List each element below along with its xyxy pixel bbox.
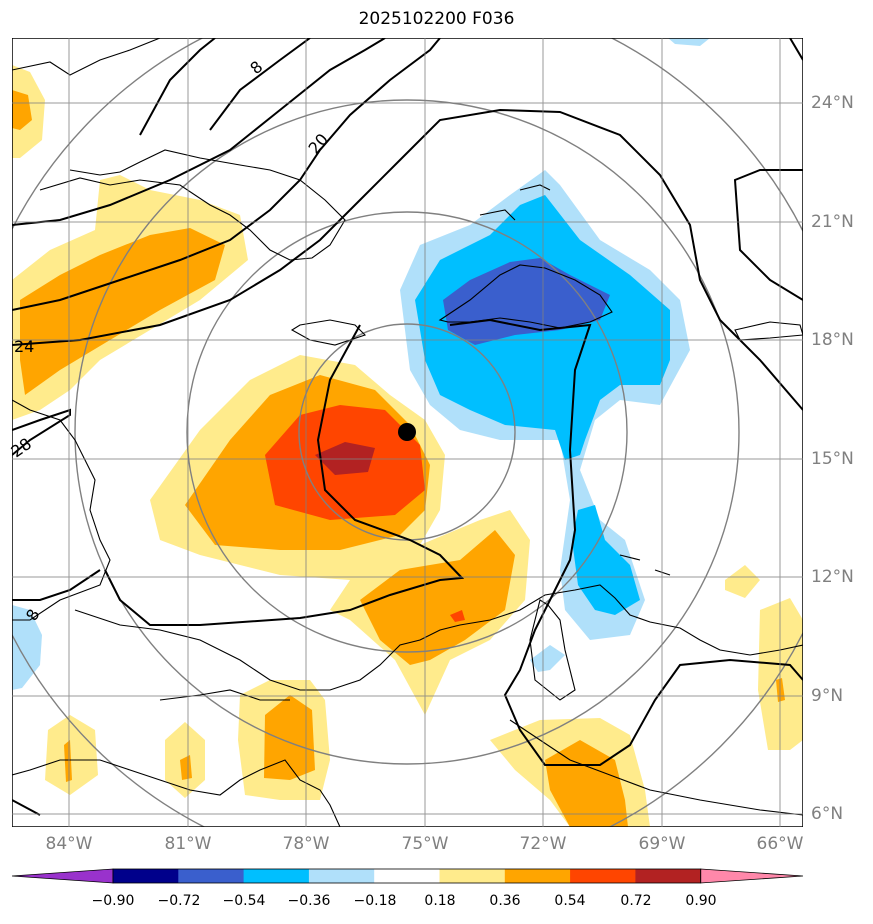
colorbar-tick-label: 0.18 xyxy=(424,893,456,909)
lat-label: 15°N xyxy=(811,449,854,469)
colorbar-segment xyxy=(570,869,636,883)
lat-label: 24°N xyxy=(811,93,854,113)
contour-label: 24 xyxy=(14,337,34,356)
lat-label: 6°N xyxy=(811,804,844,824)
storm-center-marker xyxy=(398,423,416,441)
colorbar-extend-min xyxy=(11,868,114,884)
colorbar-tick-label: 0.36 xyxy=(489,893,521,909)
colorbar-tick-label: 0.54 xyxy=(554,893,586,909)
colorbar xyxy=(11,868,804,884)
colorbar-segment xyxy=(308,869,375,883)
lon-label: 72°W xyxy=(519,834,567,854)
colorbar-tick-label: 0.72 xyxy=(620,893,652,909)
lat-label: 21°N xyxy=(811,212,854,232)
colorbar-tick-label: −0.90 xyxy=(91,893,135,909)
map-title: 2025102200 F036 xyxy=(358,9,515,29)
lon-label: 66°W xyxy=(756,834,804,854)
lon-label: 84°W xyxy=(45,834,93,854)
forecast-map: 8 20 24 28 8 xyxy=(7,38,803,827)
colorbar-segment xyxy=(178,869,245,883)
colorbar-tick-label: −0.36 xyxy=(287,893,331,909)
colorbar-segment xyxy=(374,869,440,883)
range-rings xyxy=(12,38,803,827)
lon-label: 81°W xyxy=(164,834,212,854)
colorbar-segment xyxy=(635,869,702,883)
lat-label: 18°N xyxy=(811,330,854,350)
colorbar-tick-label: −0.54 xyxy=(222,893,266,909)
colorbar-segment xyxy=(243,869,310,883)
colorbar-tick-label: 0.90 xyxy=(685,893,717,909)
lon-label: 78°W xyxy=(282,834,330,854)
colorbar-tick-label: −0.18 xyxy=(353,893,397,909)
colorbar-extend-max xyxy=(700,868,804,884)
lat-label: 9°N xyxy=(811,686,844,706)
colorbar-segment xyxy=(504,869,571,883)
coastlines xyxy=(12,38,803,827)
colorbar-outline xyxy=(112,868,702,884)
lon-label: 69°W xyxy=(638,834,686,854)
lat-label: 12°N xyxy=(811,567,854,587)
lon-label: 75°W xyxy=(401,834,449,854)
colorbar-tick-label: −0.72 xyxy=(157,893,201,909)
height-contours xyxy=(12,38,803,816)
gridlines xyxy=(12,38,803,827)
colorbar-segment xyxy=(439,869,506,883)
colorbar-segment xyxy=(113,869,179,883)
